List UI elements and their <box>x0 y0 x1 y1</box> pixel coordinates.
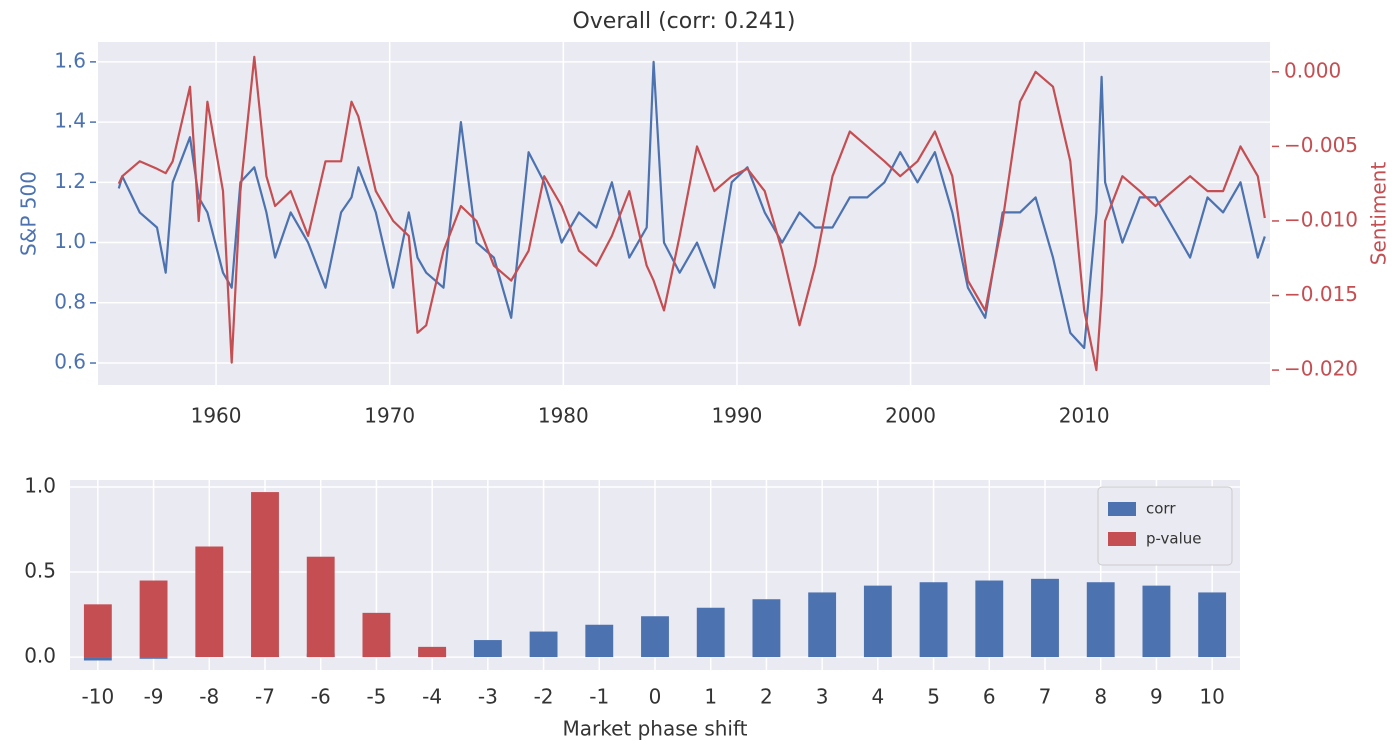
bar <box>418 646 447 658</box>
x-tick-label: 8 <box>1094 685 1107 709</box>
legend-swatch <box>1108 502 1136 516</box>
x-tick-label: 9 <box>1150 685 1163 709</box>
legend-label: p-value <box>1146 530 1202 548</box>
bar <box>195 546 224 658</box>
y-tick-label: 0.0 <box>24 644 56 668</box>
x-tick-label: 2 <box>760 685 773 709</box>
bar <box>863 585 892 658</box>
y2-tick-label: −0.005 <box>1284 133 1358 157</box>
x-tick-label: 7 <box>1039 685 1052 709</box>
line-series <box>117 55 1266 372</box>
bar <box>473 640 502 658</box>
bar <box>529 631 558 658</box>
bar <box>362 612 391 658</box>
bar <box>641 616 669 658</box>
x-tick-label: -3 <box>478 685 498 709</box>
x-tick-label: 1980 <box>538 404 589 428</box>
x-tick-label: -6 <box>311 685 331 709</box>
x-tick-label: 1990 <box>712 404 763 428</box>
x-tick-label: -10 <box>82 685 115 709</box>
bar <box>83 657 112 661</box>
chart-title: Overall (corr: 0.241) <box>572 9 795 34</box>
x-tick-label: 3 <box>816 685 829 709</box>
x-tick-label: -9 <box>144 685 164 709</box>
bar <box>1031 578 1059 658</box>
x-tick-label: 0 <box>649 685 662 709</box>
x-tick-label: 6 <box>983 685 996 709</box>
bar <box>251 492 279 658</box>
x-tick-label: 5 <box>927 685 940 709</box>
x-tick-label: 1970 <box>364 404 415 428</box>
bar <box>975 580 1004 658</box>
x-tick-label: -1 <box>589 685 609 709</box>
bar <box>808 592 837 658</box>
bar <box>306 556 335 658</box>
bar <box>83 604 112 658</box>
y-axis-label: S&P 500 <box>17 171 41 256</box>
x-tick-label: -7 <box>255 685 275 709</box>
bar <box>919 582 948 658</box>
x-tick-label: 1960 <box>191 404 242 428</box>
y-tick-label: 1.0 <box>24 473 56 497</box>
y2-tick-label: −0.015 <box>1284 282 1358 306</box>
legend-label: corr <box>1146 500 1176 518</box>
x-tick-label: -5 <box>366 685 386 709</box>
y-tick-label: 1.2 <box>54 169 86 193</box>
y-tick-label: 1.6 <box>54 48 86 72</box>
y-tick-label: 0.6 <box>54 350 86 374</box>
y2-tick-label: −0.010 <box>1284 207 1358 231</box>
x-tick-label: -4 <box>422 685 442 709</box>
y-tick-label: 0.8 <box>54 289 86 313</box>
x-tick-label: 1 <box>704 685 717 709</box>
bar <box>1142 585 1171 658</box>
bar <box>139 580 168 658</box>
y-tick-label: 1.4 <box>54 109 86 133</box>
y2-axis-label: Sentiment <box>1367 162 1391 266</box>
bar <box>585 624 614 658</box>
bar <box>696 607 725 658</box>
y-tick-label: 0.5 <box>24 559 56 583</box>
x-tick-label: -8 <box>199 685 219 709</box>
x-tick-label: 2010 <box>1059 404 1110 428</box>
bar <box>1086 582 1115 658</box>
y2-tick-label: 0.000 <box>1284 58 1341 82</box>
x-tick-label: -2 <box>534 685 554 709</box>
x-tick-label: 4 <box>871 685 884 709</box>
x-tick-label: 2000 <box>885 404 936 428</box>
y-tick-label: 1.0 <box>54 229 86 253</box>
line-series <box>117 60 1266 350</box>
x-axis-label: Market phase shift <box>563 717 748 741</box>
x-tick-label: 10 <box>1199 685 1224 709</box>
y2-tick-label: −0.020 <box>1284 357 1358 381</box>
bar <box>1198 592 1227 658</box>
bar <box>752 599 781 658</box>
legend-swatch <box>1108 532 1136 546</box>
bar <box>139 657 168 659</box>
